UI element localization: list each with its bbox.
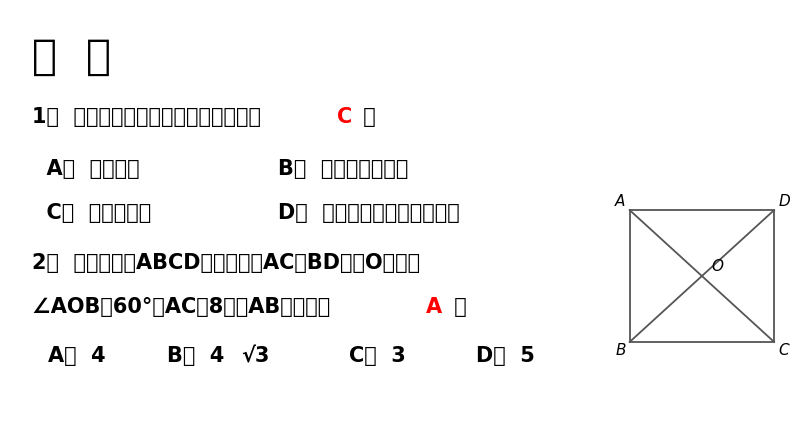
Text: B．  4: B． 4 (167, 346, 224, 367)
Text: 1．  下列选项中，矩形具有的性质是（: 1． 下列选项中，矩形具有的性质是（ (32, 107, 268, 127)
Text: D: D (778, 194, 790, 209)
Text: ）: ） (447, 297, 467, 317)
Text: √3: √3 (241, 346, 269, 367)
Text: A: A (615, 194, 626, 209)
Text: D．  5: D． 5 (476, 346, 535, 367)
Text: C．  3: C． 3 (349, 346, 406, 367)
Text: C: C (778, 343, 788, 358)
Text: ）: ） (357, 107, 376, 127)
Text: 作  业: 作 业 (32, 36, 110, 78)
Text: B: B (615, 343, 626, 358)
Text: A．  4: A． 4 (48, 346, 106, 367)
Text: D．  每条对角线平分一组对角: D． 每条对角线平分一组对角 (278, 203, 460, 224)
Text: A．  四边相等: A． 四边相等 (32, 159, 140, 179)
Text: C．  对角线相等: C． 对角线相等 (32, 203, 151, 224)
Text: C: C (337, 107, 352, 127)
Text: ∠AOB＝60°，AC＝8，则AB的长为（: ∠AOB＝60°，AC＝8，则AB的长为（ (32, 297, 337, 317)
Text: O: O (711, 259, 723, 274)
Text: B．  对角线互相垂直: B． 对角线互相垂直 (278, 159, 408, 179)
Text: 2．  如图，矩形ABCD中，对角线AC，BD交于O点．若: 2． 如图，矩形ABCD中，对角线AC，BD交于O点．若 (32, 253, 420, 273)
Text: A: A (426, 297, 442, 317)
